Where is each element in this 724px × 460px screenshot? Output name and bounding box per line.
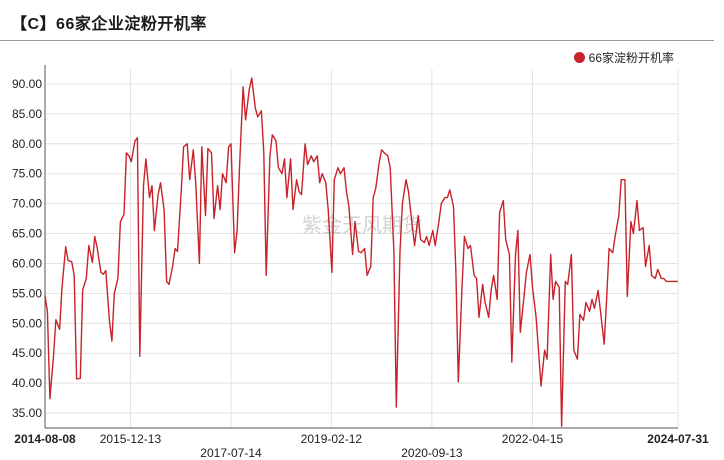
- x-tick-label: 2014-08-08: [14, 432, 76, 446]
- x-tick-label: 2017-07-14: [200, 446, 262, 460]
- x-tick-label: 2019-02-12: [301, 432, 363, 446]
- legend-label: 66家淀粉开机率: [588, 51, 674, 65]
- y-tick-label: 60.00: [12, 256, 42, 270]
- chart-title: 【C】66家企业淀粉开机率: [11, 16, 207, 33]
- axes: 35.00 40.00 45.00 50.00 55.00 60.00 65.00 70.00…: [12, 65, 709, 460]
- series-line: [44, 77, 678, 427]
- x-tick-label: 2024-07-31: [647, 432, 709, 446]
- y-tick-label: 90.00: [12, 77, 42, 91]
- y-tick-label: 85.00: [12, 107, 42, 121]
- y-tick-label: 70.00: [12, 197, 42, 211]
- y-tick-label: 55.00: [12, 286, 42, 300]
- y-tick-label: 65.00: [12, 227, 42, 241]
- y-tick-label: 75.00: [12, 167, 42, 181]
- title-bar: 【C】66家企业淀粉开机率: [0, 0, 724, 41]
- x-tick-label: 2015-12-13: [100, 432, 162, 446]
- y-tick-label: 80.00: [12, 137, 42, 151]
- series-layer: [44, 77, 678, 427]
- watermark-text: 紫金天风期货: [302, 213, 422, 237]
- y-tick-label: 35.00: [12, 406, 42, 420]
- y-tick-label: 45.00: [12, 346, 42, 360]
- x-tick-label: 2020-09-13: [401, 446, 463, 460]
- x-tick-label: 2022-04-15: [502, 432, 564, 446]
- legend-marker-icon: [573, 52, 585, 63]
- y-tick-label: 40.00: [12, 376, 42, 390]
- y-tick-label: 50.00: [12, 316, 42, 330]
- legend[interactable]: 66家淀粉开机率: [573, 49, 674, 66]
- grid: [44, 69, 679, 428]
- title-divider: [0, 40, 714, 41]
